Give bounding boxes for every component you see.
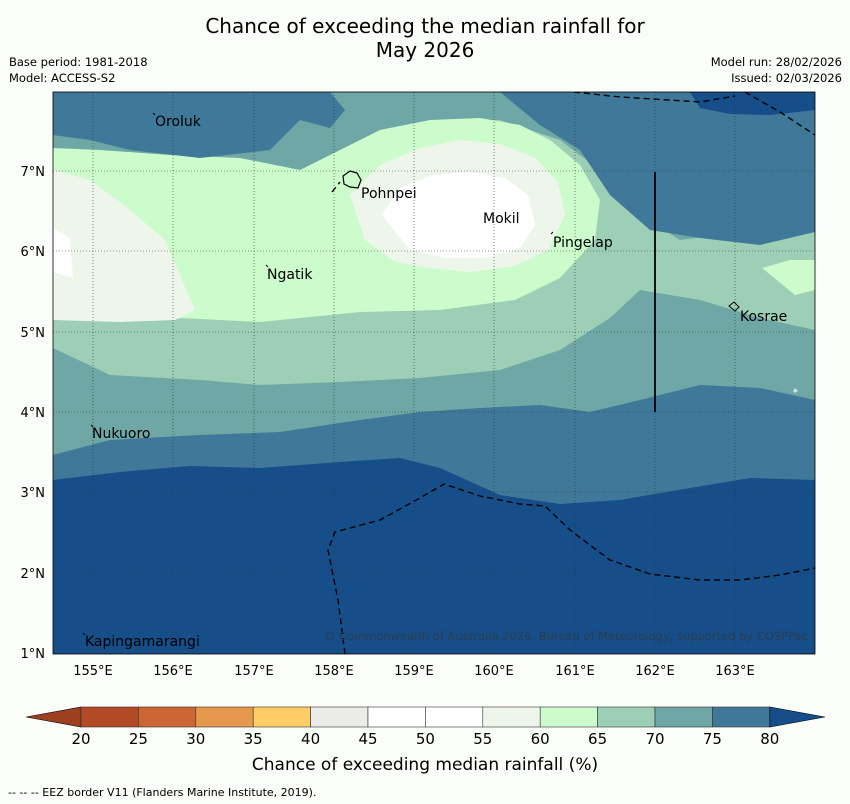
model-label: Model: ACCESS-S2 <box>9 71 116 85</box>
label-nukuoro: Nukuoro <box>92 426 150 442</box>
colorbar-high-extension <box>769 706 826 728</box>
lon-tick: 158°E <box>314 664 354 679</box>
lon-tick-labels: 155°E 156°E 157°E 158°E 159°E 160°E 161°… <box>73 664 755 679</box>
lon-tick: 159°E <box>394 664 434 679</box>
colorbar-tick-label: 20 <box>71 730 91 748</box>
lat-tick: 2°N <box>21 567 46 582</box>
colorbar-tick-label: 55 <box>473 730 493 748</box>
label-oroluk: Oroluk <box>155 114 202 130</box>
lat-tick: 4°N <box>21 406 46 421</box>
colorbar-tick-label: 45 <box>358 730 378 748</box>
lat-tick: 1°N <box>21 647 46 662</box>
contour-50-55 <box>382 172 535 258</box>
lon-tick: 162°E <box>635 664 675 679</box>
contour-layer <box>53 92 815 654</box>
pohnpei-island <box>342 170 362 189</box>
label-kosrae: Kosrae <box>740 309 787 325</box>
lon-tick: 155°E <box>73 664 113 679</box>
contour-75-80-nw <box>53 92 345 158</box>
lat-tick: 6°N <box>21 245 46 260</box>
copyright-notice: © Commonwealth of Australia 2026, Bureau… <box>324 629 808 643</box>
contour-50-55-edge <box>53 228 73 278</box>
kosrae-island <box>728 301 740 312</box>
map-title-line2: May 2026 <box>375 38 475 62</box>
plot-frame <box>52 91 816 655</box>
colorbar-segment <box>425 706 484 728</box>
ngatik-marker <box>265 264 269 268</box>
grid-lines <box>53 92 815 654</box>
colorbar-low-extension <box>25 706 82 728</box>
kapingamarangi-marker <box>82 632 86 636</box>
oroluk-marker <box>152 112 156 116</box>
colorbar-tick-label: 70 <box>645 730 665 748</box>
colorbar-segment <box>195 706 254 728</box>
colorbar-segment <box>539 706 598 728</box>
contour-55-60-west <box>53 170 195 322</box>
base-period-label: Base period: 1981-2018 <box>9 55 148 69</box>
lat-tick: 7°N <box>21 165 46 180</box>
contour-above-80-ne <box>690 92 815 115</box>
colorbar-segment <box>654 706 713 728</box>
map-title-line1: Chance of exceeding the median rainfall … <box>205 14 645 38</box>
lon-tick: 160°E <box>474 664 514 679</box>
eez-legend-note: -- -- -- EEZ border V11 (Flanders Marine… <box>8 786 317 799</box>
lat-tick: 5°N <box>21 326 46 341</box>
lon-tick: 161°E <box>555 664 595 679</box>
label-kapingamarangi: Kapingamarangi <box>85 634 200 650</box>
lat-tick: 3°N <box>21 486 46 501</box>
label-mokil: Mokil <box>483 211 520 227</box>
contour-above-80-south <box>53 458 815 654</box>
label-pingelap: Pingelap <box>553 235 613 251</box>
issued-label: Issued: 02/03/2026 <box>731 71 842 85</box>
lon-tick: 156°E <box>153 664 193 679</box>
colorbar-tick-label: 40 <box>301 730 321 748</box>
contour-75-80-ne <box>500 92 815 245</box>
lat-tick-labels: 7°N 6°N 5°N 4°N 3°N 2°N 1°N <box>21 165 46 662</box>
colorbar-segment <box>597 706 656 728</box>
label-ngatik: Ngatik <box>267 267 313 283</box>
colorbar-segment <box>138 706 197 728</box>
colorbar-tick-label: 75 <box>702 730 722 748</box>
contour-75-80-patch <box>170 92 300 104</box>
colorbar-tick-label: 60 <box>530 730 550 748</box>
label-pohnpei: Pohnpei <box>361 186 417 202</box>
colorbar-segment <box>80 706 139 728</box>
colorbar-tick-label: 25 <box>128 730 148 748</box>
eez-border <box>327 92 815 654</box>
pingelap-marker <box>550 231 554 235</box>
colorbar <box>25 706 826 728</box>
colorbar-tick-label: 65 <box>588 730 608 748</box>
contour-60-65-east <box>762 260 815 295</box>
colorbar-segment <box>482 706 541 728</box>
colorbar-tick-label: 50 <box>415 730 435 748</box>
colorbar-segment <box>367 706 426 728</box>
model-run-label: Model run: 28/02/2026 <box>710 55 842 69</box>
colorbar-segment <box>712 706 771 728</box>
colorbar-tick-label: 80 <box>760 730 780 748</box>
small-island <box>793 388 798 393</box>
colorbar-tick-label: 30 <box>186 730 206 748</box>
colorbar-title: Chance of exceeding median rainfall (%) <box>251 755 599 775</box>
colorbar-segment <box>310 706 369 728</box>
colorbar-segment <box>252 706 311 728</box>
lon-tick: 157°E <box>234 664 274 679</box>
lon-tick: 163°E <box>715 664 755 679</box>
colorbar-tick-label: 35 <box>243 730 263 748</box>
nukuoro-marker <box>90 424 94 428</box>
